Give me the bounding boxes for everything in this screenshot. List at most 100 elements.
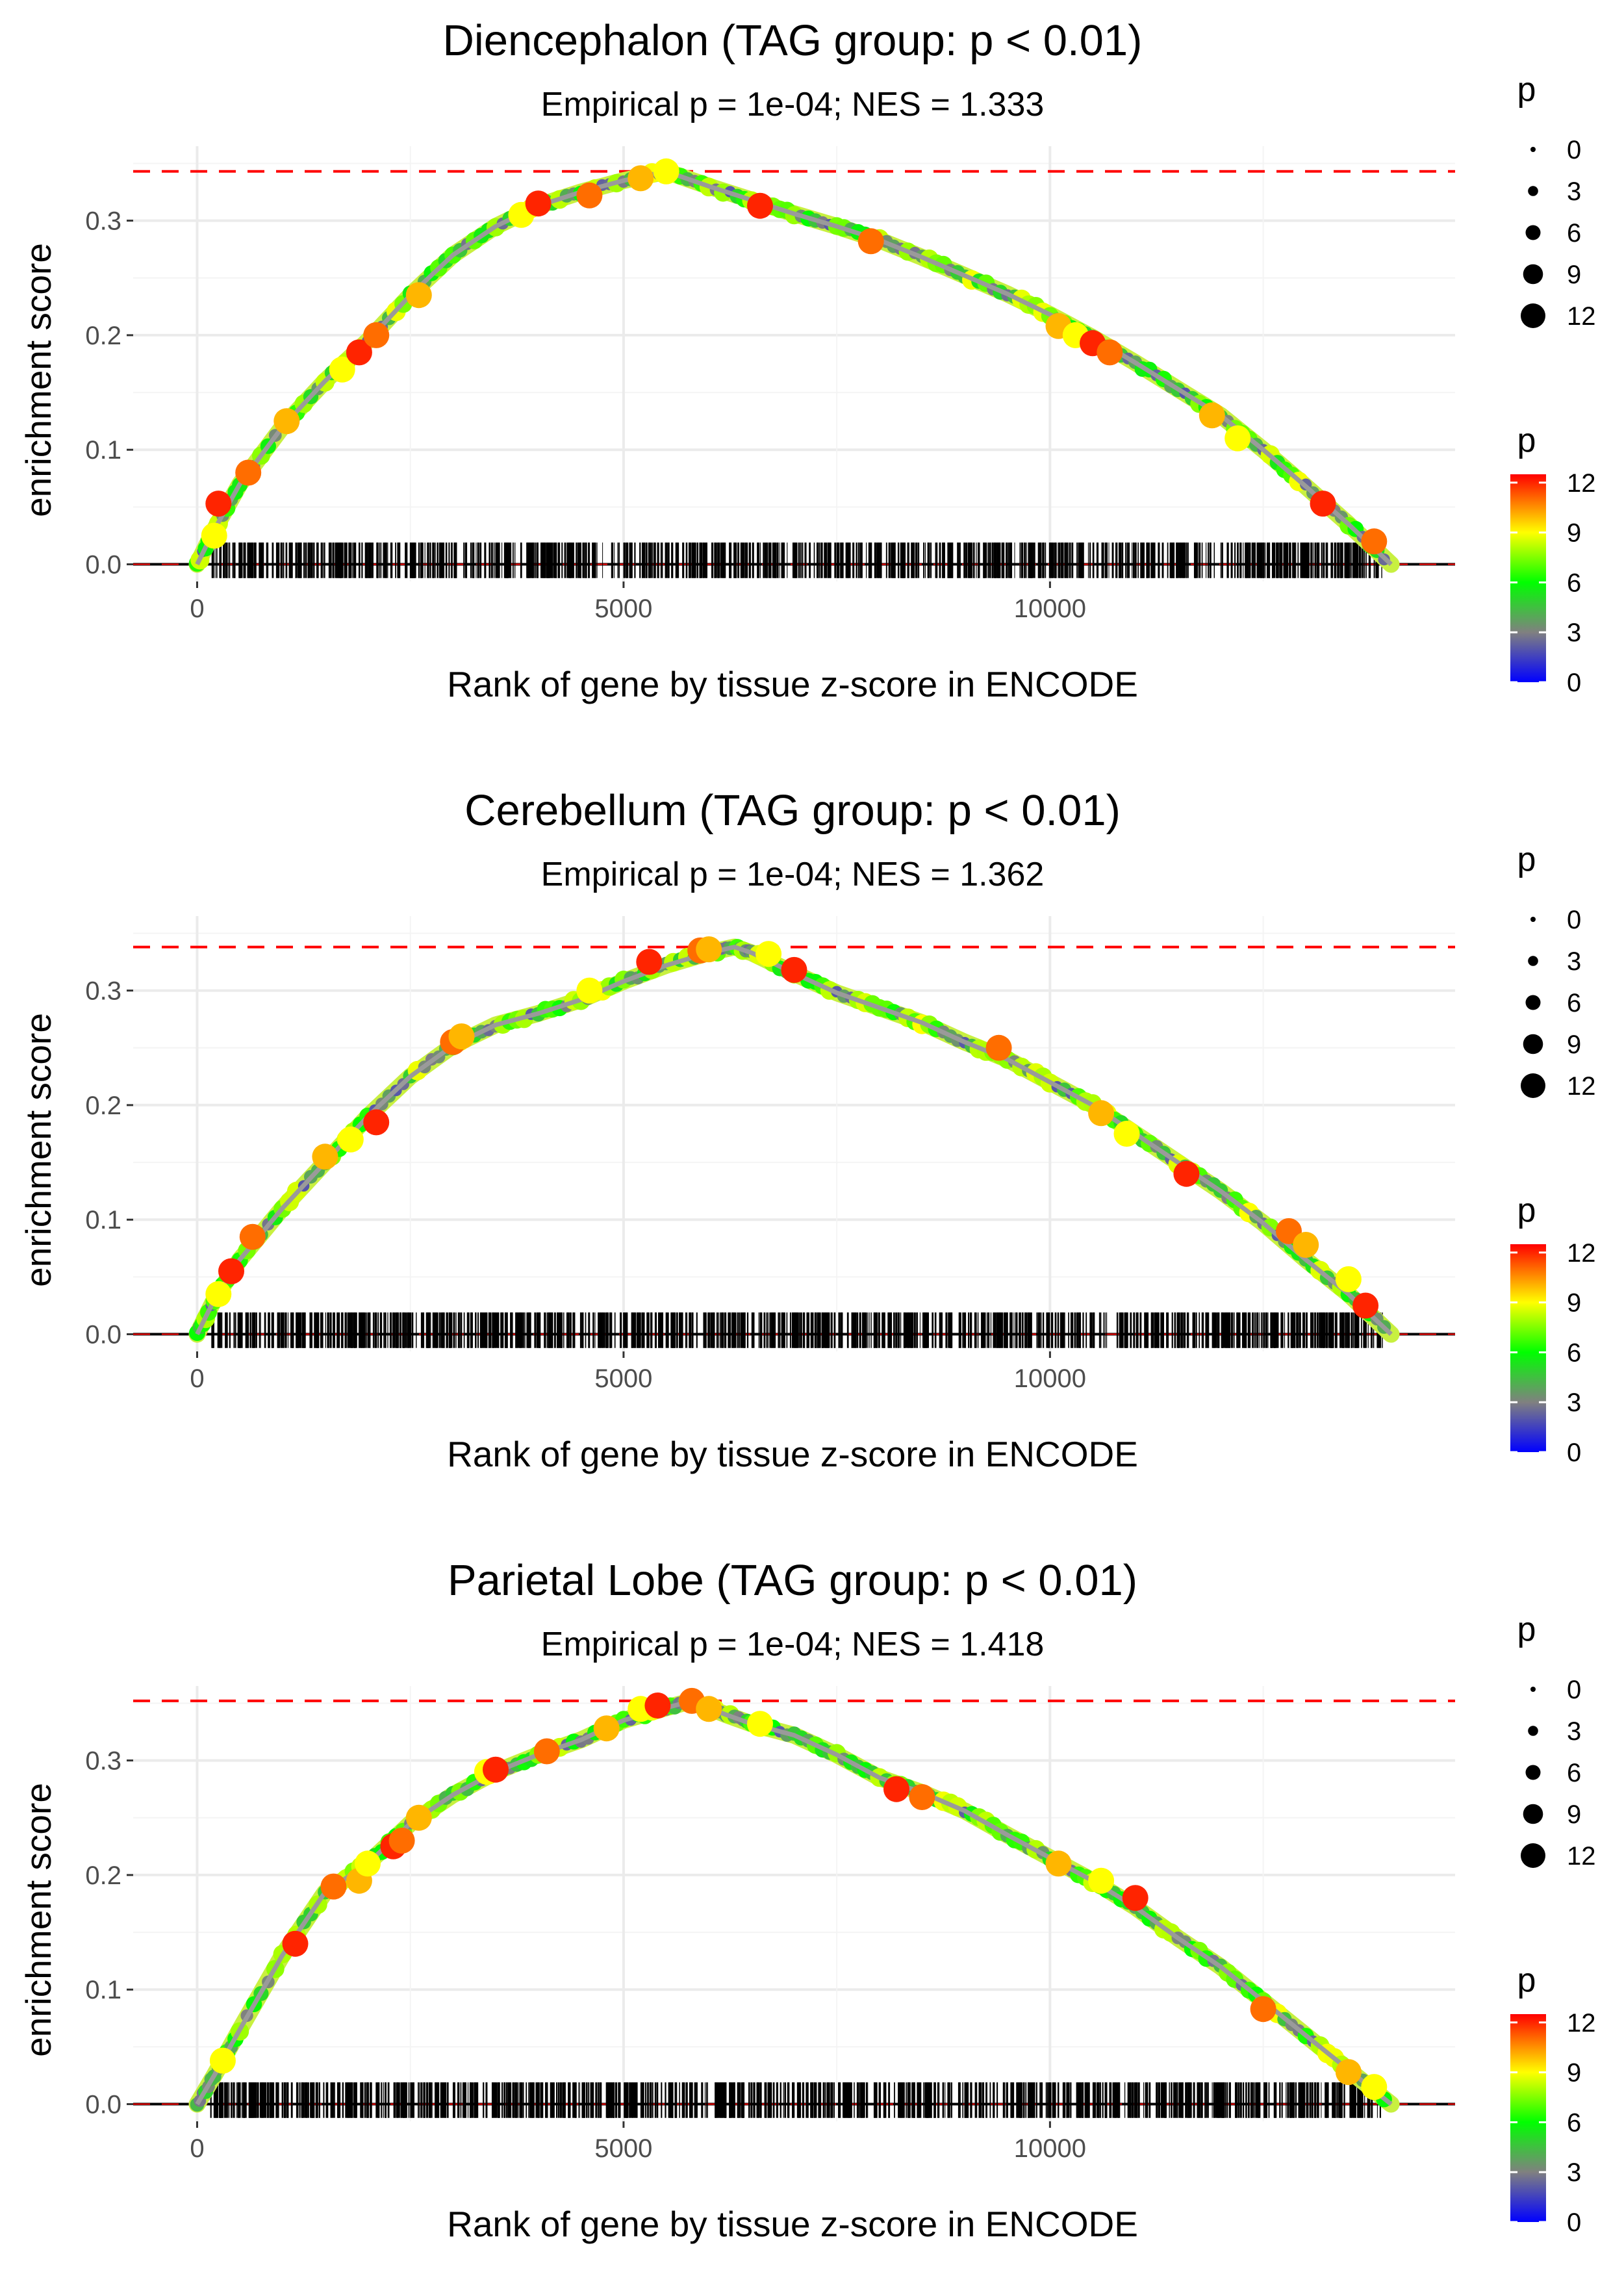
highlight-point bbox=[405, 282, 432, 309]
highlight-point bbox=[273, 408, 300, 435]
highlight-point bbox=[1173, 1160, 1200, 1187]
color-legend-label: 0 bbox=[1567, 1438, 1581, 1467]
panel-2: Cerebellum (TAG group: p < 0.01) Empirica… bbox=[18, 786, 1596, 1474]
highlight-point bbox=[320, 1873, 347, 1900]
highlight-point bbox=[363, 1109, 390, 1136]
highlight-point bbox=[576, 977, 603, 1004]
gene-rug bbox=[211, 1312, 1383, 1348]
highlight-point bbox=[636, 949, 663, 975]
x-axis-label: Rank of gene by tissue z-score in ENCODE bbox=[447, 664, 1138, 704]
size-legend-dot bbox=[1525, 995, 1541, 1010]
size-legend-dot bbox=[1523, 264, 1543, 285]
highlight-point bbox=[533, 1738, 560, 1765]
color-legend-bar bbox=[1510, 2014, 1546, 2222]
size-legend-label: 6 bbox=[1567, 989, 1581, 1017]
color-legend-label: 0 bbox=[1567, 2208, 1581, 2237]
color-legend-bar bbox=[1510, 474, 1546, 682]
highlight-point bbox=[883, 1776, 909, 1802]
size-legend-title: p bbox=[1517, 1611, 1536, 1648]
highlight-point bbox=[1199, 402, 1225, 429]
size-legend-dot bbox=[1523, 1034, 1543, 1054]
size-legend-dot bbox=[1521, 303, 1545, 328]
highlight-point bbox=[205, 1281, 232, 1307]
curve-points bbox=[190, 1691, 1392, 2112]
curve-points bbox=[189, 939, 1391, 1341]
highlight-point bbox=[239, 1223, 266, 1250]
size-legend-label: 12 bbox=[1567, 1842, 1596, 1871]
highlight-point bbox=[1310, 491, 1336, 517]
color-legend-title: p bbox=[1517, 1961, 1536, 1999]
y-tick-label: 0.1 bbox=[85, 436, 121, 465]
x-tick-label: 10000 bbox=[1014, 1364, 1086, 1393]
y-tick-label: 0.0 bbox=[85, 2091, 121, 2119]
color-legend-label: 9 bbox=[1567, 2059, 1581, 2088]
x-tick-label: 10000 bbox=[1014, 594, 1086, 623]
size-legend-label: 0 bbox=[1567, 1676, 1581, 1704]
color-legend-label: 3 bbox=[1567, 619, 1581, 647]
size-legend-dot bbox=[1525, 1765, 1541, 1780]
color-legend-label: 9 bbox=[1567, 1289, 1581, 1318]
size-legend-label: 6 bbox=[1567, 1759, 1581, 1787]
panel-1: Diencephalon (TAG group: p < 0.01) Empiri… bbox=[18, 16, 1596, 704]
color-legend-label: 0 bbox=[1567, 669, 1581, 697]
size-legend-label: 12 bbox=[1567, 302, 1596, 331]
size-legend-dot bbox=[1525, 225, 1541, 240]
y-tick-label: 0.2 bbox=[85, 1861, 121, 1890]
x-tick-label: 10000 bbox=[1014, 2134, 1086, 2163]
highlight-point bbox=[857, 228, 884, 255]
y-tick-label: 0.2 bbox=[85, 1092, 121, 1120]
color-legend-label: 3 bbox=[1567, 2158, 1581, 2187]
size-legend-label: 3 bbox=[1567, 177, 1581, 206]
highlight-point bbox=[209, 2047, 236, 2074]
y-tick-label: 0.1 bbox=[85, 1206, 121, 1234]
highlight-point bbox=[448, 1023, 475, 1050]
chart-subtitle: Empirical p = 1e-04; NES = 1.362 bbox=[541, 856, 1045, 893]
size-legend-label: 6 bbox=[1567, 219, 1581, 248]
highlight-point bbox=[205, 491, 232, 517]
color-legend-label: 12 bbox=[1567, 469, 1596, 498]
size-legend-dot bbox=[1530, 917, 1536, 922]
highlight-point bbox=[525, 190, 552, 217]
y-tick-label: 0.1 bbox=[85, 1976, 121, 2004]
size-legend-title: p bbox=[1517, 841, 1536, 878]
color-legend-label: 12 bbox=[1567, 2009, 1596, 2038]
chart-subtitle: Empirical p = 1e-04; NES = 1.418 bbox=[541, 1626, 1045, 1663]
x-tick-label: 5000 bbox=[594, 1364, 652, 1393]
color-legend-label: 12 bbox=[1567, 1239, 1596, 1268]
highlight-point bbox=[1361, 528, 1388, 555]
size-legend-label: 12 bbox=[1567, 1072, 1596, 1101]
highlight-point bbox=[781, 956, 807, 983]
highlight-point bbox=[1293, 1232, 1319, 1258]
highlight-point bbox=[1224, 425, 1251, 452]
highlight-point bbox=[593, 1715, 620, 1742]
y-axis-label: enrichment score bbox=[18, 1783, 58, 2057]
size-legend-label: 3 bbox=[1567, 1717, 1581, 1746]
highlight-point bbox=[329, 356, 355, 383]
highlight-point bbox=[909, 1784, 935, 1810]
color-legend-label: 6 bbox=[1567, 1338, 1581, 1367]
highlight-point bbox=[576, 182, 603, 209]
es-curve bbox=[195, 945, 1393, 1336]
highlight-point bbox=[388, 1828, 415, 1854]
es-curve-underlay bbox=[188, 162, 1400, 573]
highlight-point bbox=[696, 1696, 722, 1722]
color-legend-label: 6 bbox=[1567, 2108, 1581, 2137]
highlight-point bbox=[355, 1850, 381, 1877]
y-tick-label: 0.3 bbox=[85, 207, 121, 236]
highlight-point bbox=[1352, 1292, 1379, 1319]
y-tick-label: 0.2 bbox=[85, 322, 121, 350]
highlight-point bbox=[653, 158, 679, 185]
size-legend-dot bbox=[1521, 1843, 1545, 1868]
gene-rug bbox=[210, 2082, 1381, 2118]
color-legend-label: 3 bbox=[1567, 1388, 1581, 1417]
highlight-point bbox=[1122, 1885, 1148, 1911]
size-legend-label: 0 bbox=[1567, 136, 1581, 164]
highlight-point bbox=[218, 1258, 244, 1284]
size-legend-dot bbox=[1528, 1726, 1538, 1736]
color-legend-title: p bbox=[1517, 1192, 1536, 1229]
highlight-point bbox=[747, 1711, 773, 1737]
highlight-point bbox=[1335, 1266, 1362, 1292]
y-tick-label: 0.0 bbox=[85, 1321, 121, 1349]
